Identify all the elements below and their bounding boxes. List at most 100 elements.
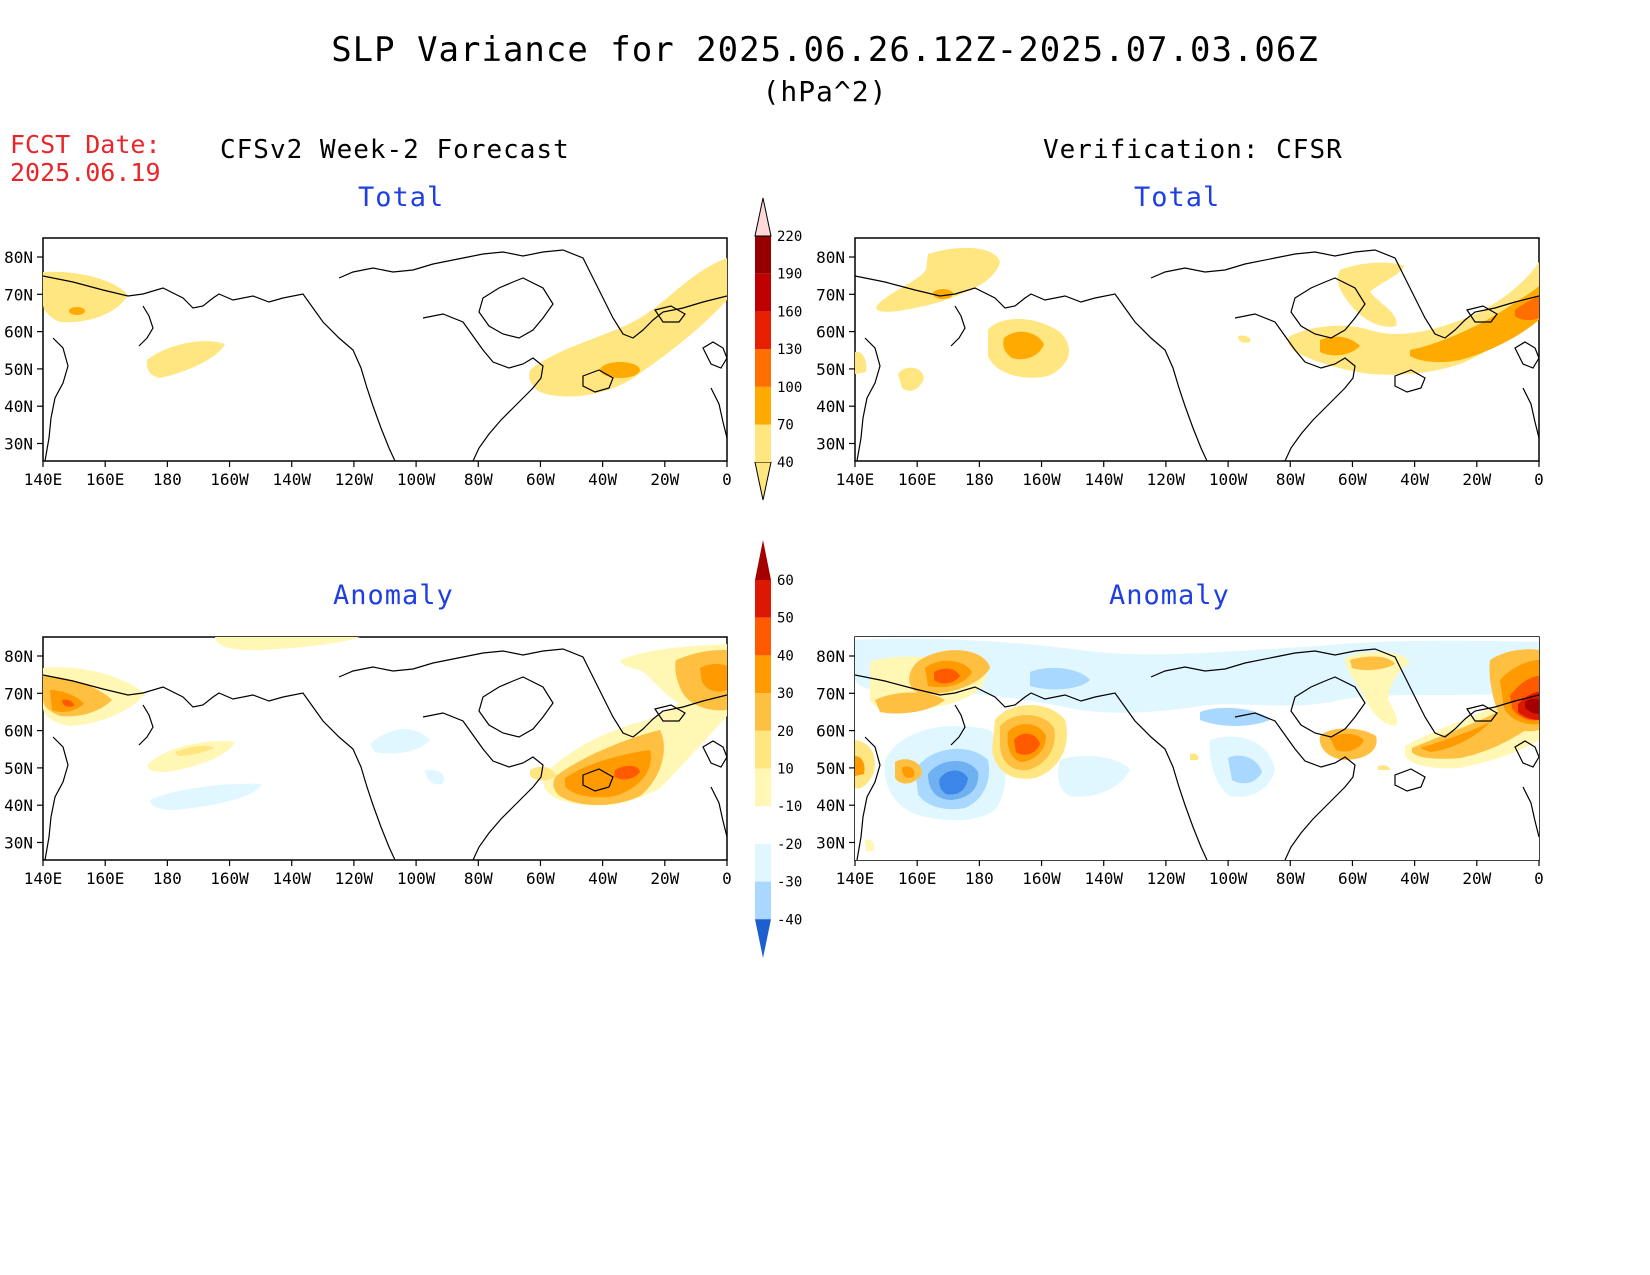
forecast-anomaly-lon-label: 160E bbox=[86, 869, 125, 888]
colorbar-total-swatch bbox=[755, 424, 771, 463]
forecast-anomaly-lon-label: 120W bbox=[335, 869, 374, 888]
verification-anomaly-lon-label: 0 bbox=[1534, 869, 1544, 888]
verification-anomaly-lon-label: 160E bbox=[898, 869, 937, 888]
colorbar-anomaly-swatch bbox=[755, 843, 771, 882]
forecast-total-lat-label: 50N bbox=[4, 360, 33, 379]
fcst-date: 2025.06.19 bbox=[10, 158, 161, 187]
forecast-total-lon-label: 120W bbox=[335, 470, 374, 489]
verification-total-lon-label: 40W bbox=[1400, 470, 1429, 489]
forecast-anomaly-map bbox=[42, 636, 728, 861]
colorbar-anomaly-swatch bbox=[755, 768, 771, 807]
forecast-anomaly-lon-label: 100W bbox=[397, 869, 436, 888]
verification-total-lon-label: 120W bbox=[1147, 470, 1186, 489]
verification-anomaly-lat-label: 40N bbox=[816, 796, 845, 815]
colorbar-anomaly-label: 60 bbox=[777, 573, 794, 589]
forecast-anomaly-lat-label: 50N bbox=[4, 759, 33, 778]
forecast-total-lat-label: 40N bbox=[4, 397, 33, 416]
colorbar-total-label: 220 bbox=[777, 229, 802, 245]
verification-total-lon-label: 160E bbox=[898, 470, 937, 489]
colorbar-anomaly-swatch bbox=[755, 655, 771, 694]
colorbar-anomaly-label: 10 bbox=[777, 762, 794, 778]
colorbar-anomaly-label: 30 bbox=[777, 686, 794, 702]
fcst-label: FCST Date: bbox=[10, 130, 161, 159]
figure-title: SLP Variance for 2025.06.26.12Z-2025.07.… bbox=[331, 30, 1319, 70]
colorbar-anomaly-swatch bbox=[755, 806, 771, 844]
verification-total-lon-label: 140W bbox=[1084, 470, 1123, 489]
verification-total-lat-label: 60N bbox=[816, 323, 845, 342]
verification-anomaly-title: Anomaly bbox=[1109, 580, 1230, 611]
colorbar-total-swatch bbox=[755, 236, 771, 274]
colorbar-total-high-arrow bbox=[754, 197, 772, 237]
verification-anomaly-lat-label: 80N bbox=[816, 647, 845, 666]
figure-units: (hPa^2) bbox=[762, 75, 888, 108]
forecast-total-lon-label: 160E bbox=[86, 470, 125, 489]
verification-total-title: Total bbox=[1134, 182, 1221, 213]
verification-total-lon-label: 140E bbox=[836, 470, 875, 489]
forecast-total-lat-label: 70N bbox=[4, 285, 33, 304]
verification-anomaly-lon-label: 40W bbox=[1400, 869, 1429, 888]
forecast-column-title: CFSv2 Week-2 Forecast bbox=[220, 135, 570, 165]
colorbar-total-label: 40 bbox=[777, 455, 794, 471]
forecast-total-lon-label: 180 bbox=[153, 470, 182, 489]
forecast-total-lon-label: 160W bbox=[210, 470, 249, 489]
forecast-total-lon-label: 100W bbox=[397, 470, 436, 489]
verification-total-map bbox=[854, 237, 1540, 462]
verification-anomaly-lat-label: 60N bbox=[816, 722, 845, 741]
colorbar-total-label: 70 bbox=[777, 418, 794, 434]
colorbar-anomaly-label: 50 bbox=[777, 611, 794, 627]
colorbar-total-swatch bbox=[755, 311, 771, 350]
forecast-anomaly-lat-label: 40N bbox=[4, 796, 33, 815]
colorbar-anomaly-label: 40 bbox=[777, 648, 794, 664]
colorbar-anomaly-swatch bbox=[755, 580, 771, 618]
verification-anomaly-lon-label: 80W bbox=[1276, 869, 1305, 888]
forecast-anomaly-lon-label: 60W bbox=[526, 869, 555, 888]
verification-anomaly-lon-label: 60W bbox=[1338, 869, 1367, 888]
colorbar-anomaly-label: -30 bbox=[777, 875, 802, 891]
verification-anomaly-lon-label: 100W bbox=[1209, 869, 1248, 888]
verification-total-lon-label: 100W bbox=[1209, 470, 1248, 489]
verification-total-lat-label: 80N bbox=[816, 248, 845, 267]
colorbar-total-label: 130 bbox=[777, 342, 802, 358]
verification-anomaly-map bbox=[854, 636, 1540, 861]
verification-total-lat-label: 70N bbox=[816, 285, 845, 304]
colorbar-total-label: 190 bbox=[777, 267, 802, 283]
verification-total-lat-label: 40N bbox=[816, 397, 845, 416]
verification-total-lon-label: 0 bbox=[1534, 470, 1544, 489]
forecast-anomaly-lon-label: 40W bbox=[588, 869, 617, 888]
forecast-anomaly-lon-label: 0 bbox=[722, 869, 732, 888]
forecast-anomaly-lon-label: 80W bbox=[464, 869, 493, 888]
forecast-total-title: Total bbox=[358, 182, 445, 213]
colorbar-anomaly-swatch bbox=[755, 693, 771, 731]
forecast-anomaly-lon-label: 180 bbox=[153, 869, 182, 888]
colorbar-anomaly-high-arrow bbox=[755, 540, 771, 580]
colorbar-total-swatch bbox=[755, 273, 771, 312]
colorbar-anomaly-swatch bbox=[755, 881, 771, 920]
colorbar-total-swatch bbox=[755, 349, 771, 387]
forecast-total-lat-label: 80N bbox=[4, 248, 33, 267]
forecast-total-lat-label: 60N bbox=[4, 323, 33, 342]
forecast-total-lon-label: 140W bbox=[272, 470, 311, 489]
verification-anomaly-lat-label: 50N bbox=[816, 759, 845, 778]
forecast-total-lat-label: 30N bbox=[4, 435, 33, 454]
axes-layer: 140E 160E 180 160W 140W 120W 100W 80W 60W 40W 20W 0… bbox=[4, 248, 1544, 888]
forecast-anomaly-lat-label: 30N bbox=[4, 834, 33, 853]
forecast-anomaly-lat-label: 80N bbox=[4, 647, 33, 666]
forecast-anomaly-title: Anomaly bbox=[333, 580, 454, 611]
forecast-anomaly-lon-label: 20W bbox=[650, 869, 679, 888]
colorbar-total: 40 70 100 130 160 190 220 bbox=[754, 197, 802, 501]
verification-anomaly-lat-label: 70N bbox=[816, 684, 845, 703]
verification-total-lon-label: 160W bbox=[1022, 470, 1061, 489]
verification-total-lon-label: 60W bbox=[1338, 470, 1367, 489]
colorbar-total-label: 160 bbox=[777, 304, 802, 320]
colorbar-anomaly: 60 50 40 30 20 10 -10 -20 -30 -40 bbox=[755, 540, 802, 958]
verification-anomaly-lon-label: 20W bbox=[1462, 869, 1491, 888]
forecast-total-lon-label: 140E bbox=[24, 470, 63, 489]
forecast-anomaly-lon-label: 160W bbox=[210, 869, 249, 888]
verification-anomaly-lat-label: 30N bbox=[816, 834, 845, 853]
colorbar-total-low-arrow bbox=[754, 461, 772, 501]
verification-anomaly-lon-label: 180 bbox=[965, 869, 994, 888]
colorbar-anomaly-low-arrow bbox=[755, 919, 771, 958]
colorbar-anomaly-swatch bbox=[755, 730, 771, 769]
colorbar-anomaly-label: -40 bbox=[777, 912, 802, 928]
